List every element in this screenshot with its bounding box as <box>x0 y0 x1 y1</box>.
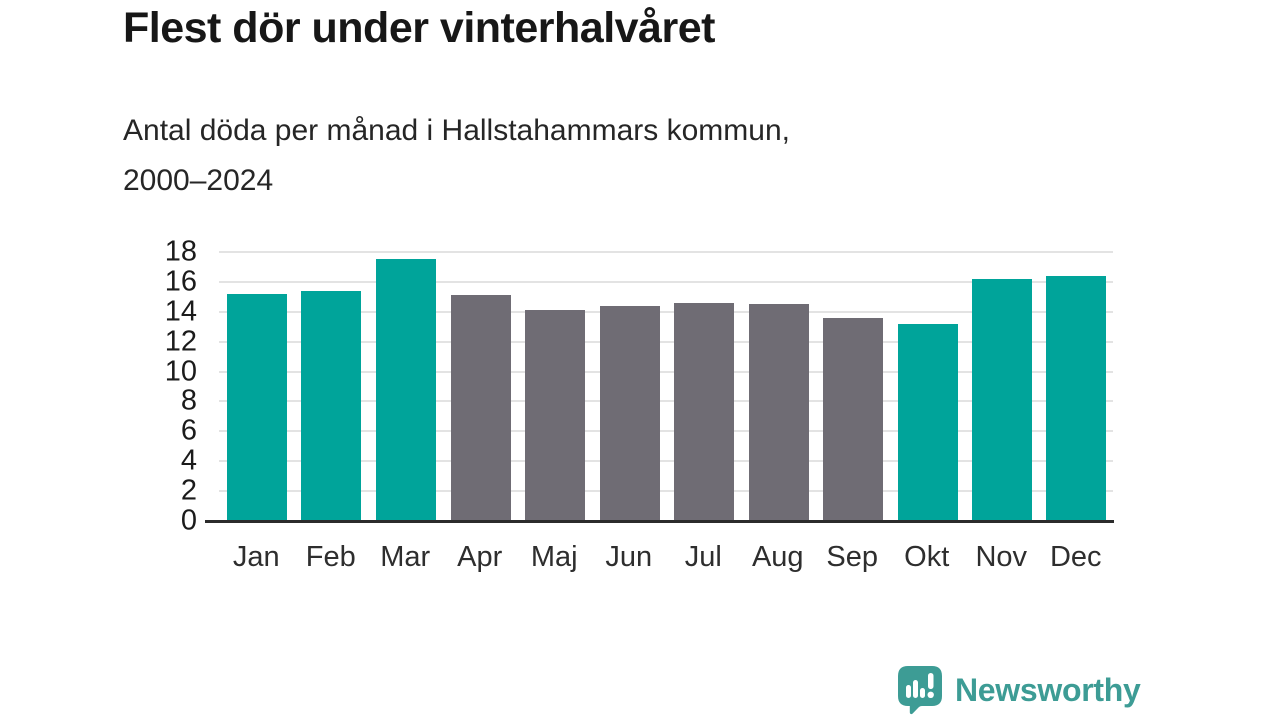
x-tick-label-nov: Nov <box>975 541 1028 573</box>
gridline-16 <box>219 280 1113 283</box>
bar-okt <box>897 323 958 521</box>
gridline-6 <box>219 430 1113 433</box>
gridline-14 <box>219 310 1113 313</box>
chart-subtitle-line2: 2000–2024 <box>123 164 274 197</box>
x-tick-label-maj: Maj <box>530 541 578 573</box>
chart-subtitle: Antal döda per månad i Hallstahammars ko… <box>123 106 790 206</box>
x-axis-labels: Jan Feb Mar Apr Maj Jun Jul Aug Sep Okt Nov Dec <box>219 541 1113 581</box>
newsworthy-logo: Newsworthy <box>898 666 1141 715</box>
chart-title: Flest dör under vinterhalvåret <box>123 4 715 52</box>
x-axis-line <box>205 520 1114 523</box>
y-tick-label-4: 4 <box>180 444 197 477</box>
gridline-8 <box>219 400 1113 403</box>
y-tick-label-16: 16 <box>164 265 197 298</box>
bar-jan <box>227 293 287 521</box>
bar-jun <box>599 305 660 521</box>
gridline-2 <box>219 490 1113 493</box>
bar-maj <box>524 310 585 521</box>
gridline-18 <box>219 251 1113 253</box>
plot-area <box>205 251 1114 523</box>
bar-feb <box>301 290 362 521</box>
y-tick-label-2: 2 <box>180 474 197 507</box>
y-tick-label-10: 10 <box>164 355 197 388</box>
y-tick-label-0: 0 <box>180 504 197 537</box>
bar-dec <box>1046 275 1107 521</box>
x-tick-label-aug: Aug <box>751 541 804 573</box>
bar-mar <box>375 259 436 521</box>
y-tick-label-8: 8 <box>180 384 197 417</box>
gridline-4 <box>219 460 1113 463</box>
newsworthy-logo-text: Newsworthy <box>955 672 1141 708</box>
bar-aug <box>748 304 809 521</box>
gridline-10 <box>219 370 1113 373</box>
x-tick-label-okt: Okt <box>904 541 950 573</box>
y-tick-label-12: 12 <box>164 325 197 358</box>
x-tick-label-jan: Jan <box>232 541 280 573</box>
gridline-12 <box>219 340 1113 343</box>
newsworthy-logo-icon <box>898 666 942 715</box>
bar-jul <box>674 302 734 521</box>
x-tick-label-sep: Sep <box>826 541 879 573</box>
x-tick-label-apr: Apr <box>457 541 503 573</box>
bar-apr <box>450 295 511 521</box>
x-tick-label-mar: Mar <box>380 541 431 573</box>
bar-nov <box>972 278 1032 521</box>
x-tick-label-jul: Jul <box>684 541 722 573</box>
y-tick-label-6: 6 <box>180 414 197 447</box>
y-tick-label-14: 14 <box>164 295 197 328</box>
x-tick-label-feb: Feb <box>305 541 356 573</box>
y-axis-labels: 0 2 4 6 8 10 12 14 16 18 <box>120 237 197 535</box>
y-tick-label-18: 18 <box>164 235 197 268</box>
chart-subtitle-line1: Antal döda per månad i Hallstahammars ko… <box>123 114 790 147</box>
bar-sep <box>822 317 883 521</box>
x-tick-label-dec: Dec <box>1049 541 1102 573</box>
x-tick-label-jun: Jun <box>605 541 653 573</box>
